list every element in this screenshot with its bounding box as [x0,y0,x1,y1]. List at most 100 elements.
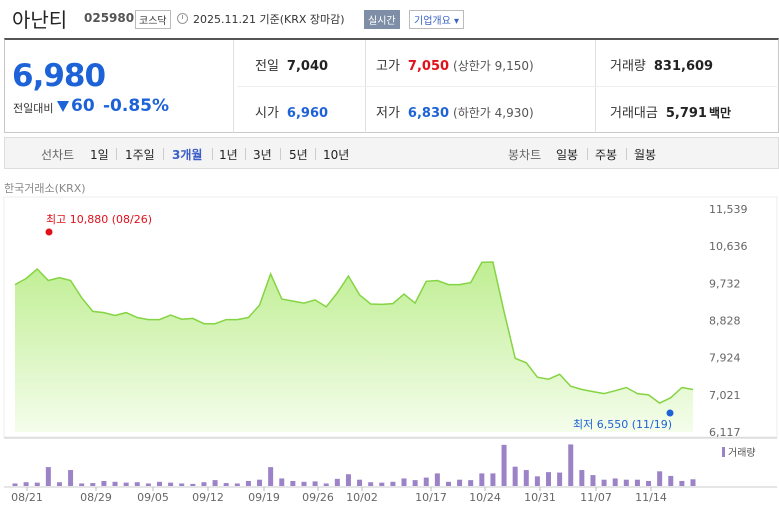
volume-bar [512,466,518,486]
volume-bar [301,481,307,486]
volume-bar [646,480,652,486]
volume-bar [101,480,107,486]
volume-bar [156,481,162,486]
volume-bar [145,483,151,486]
y-tick-label: 8,828 [709,315,741,328]
divider [237,86,777,87]
volume-bar [190,483,196,486]
volume-bar [457,479,463,486]
period-5y[interactable]: 5년 [289,148,308,162]
candle-monthly[interactable]: 월봉 [634,148,657,162]
x-tick-label: 10/31 [524,491,556,504]
y-tick-label: 9,732 [709,277,741,290]
low-annotation: 최저 6,550 (11/19) [573,418,672,431]
divider [587,148,588,160]
volume-bar [601,479,607,486]
volume-bar [279,478,285,486]
volume-bar [357,479,363,486]
clock-icon [177,13,188,24]
change-label: 전일대비 [13,102,54,115]
volume-bar [690,479,696,486]
price-summary: 6,980 전일대비 60 -0.85% 전일 7,040 시가 6,960 고가 7… [4,38,779,133]
change-value: 60 [71,96,95,116]
stock-code: 025980 [84,11,135,25]
volume-bar [445,481,451,486]
volume-bar [501,444,507,486]
candle-daily[interactable]: 일봉 [556,148,579,162]
divider [212,148,213,160]
volume-bar [179,483,185,486]
volume-bar [112,481,118,486]
stock-name: 아난티 [12,8,68,32]
high-marker [45,228,53,236]
divider [315,148,316,160]
period-3m[interactable]: 3개월 [172,148,203,162]
realtime-button[interactable]: 실시간 [364,10,400,29]
x-tick-label: 11/14 [635,491,667,504]
x-tick-label: 09/12 [192,491,224,504]
divider [280,148,281,160]
volume-bar [390,481,396,486]
volume-bar [557,472,563,486]
price-area [15,262,693,432]
period-3y[interactable]: 3년 [253,148,272,162]
period-selector: 선차트 1일 1주일 3개월 1년 3년 5년 10년 봉차트 일봉 주봉 월봉 [4,137,779,169]
volume-bar [257,479,263,486]
volume-bar [412,480,418,486]
volume-bar [323,483,329,486]
x-tick-label: 09/26 [302,491,334,504]
change-percent: -0.85% [103,96,170,116]
data-source: 한국거래소(KRX) [4,182,86,195]
period-1d[interactable]: 1일 [90,148,109,162]
volume-bar [590,475,596,486]
volume-bar [612,478,618,486]
market-badge: 코스닥 [135,10,171,29]
divider [626,148,627,160]
divider [116,148,117,160]
volume-bar [45,467,51,486]
period-10y[interactable]: 10년 [323,148,350,162]
volume-bar [334,478,340,486]
volume-bar [368,482,374,486]
volume-bar [523,470,529,486]
period-1y[interactable]: 1년 [219,148,238,162]
volume-legend-swatch [722,447,725,457]
y-tick-label: 10,636 [709,240,748,253]
prev-close: 전일 7,040 [255,59,329,74]
line-chart-label: 선차트 [41,148,75,162]
volume-bar [123,482,129,486]
volume-bar [68,470,74,486]
volume-bar [423,477,429,486]
volume-bar [290,480,296,486]
volume-bar [657,471,663,486]
volume-bar [534,476,540,486]
volume-bar [679,480,685,486]
volume-bar [668,475,674,486]
chart-frame [3,196,778,438]
volume-bar [623,479,629,486]
high-price: 고가 7,050 (상한가 9,150) [376,59,534,74]
company-info-dropdown[interactable]: 기업개요 ▾ [409,10,464,29]
candle-weekly[interactable]: 주봉 [595,148,618,162]
high-annotation: 최고 10,880 (08/26) [46,213,152,226]
x-tick-label: 08/21 [11,491,43,504]
volume-bar [634,479,640,486]
y-tick-label: 11,539 [709,203,748,216]
volume-bar [168,482,174,486]
divider [245,148,246,160]
as-of-date: 2025.11.21 기준(KRX 장마감) [193,13,345,26]
y-tick-label: 6,117 [709,426,741,439]
volume-bar [79,483,85,486]
trade-amount: 거래대금 5,791 백만 [610,106,732,121]
x-tick-label: 11/07 [580,491,612,504]
period-1w[interactable]: 1주일 [125,148,155,162]
low-price: 저가 6,830 (하한가 4,930) [376,106,534,121]
volume-bar [23,482,29,486]
volume-bar [434,473,440,486]
volume-bar [234,483,240,486]
current-price: 6,980 [12,58,106,94]
volume-bar [568,444,574,486]
y-tick-label: 7,924 [709,352,741,365]
volume-bar [12,483,18,486]
x-tick-label: 10/17 [415,491,447,504]
